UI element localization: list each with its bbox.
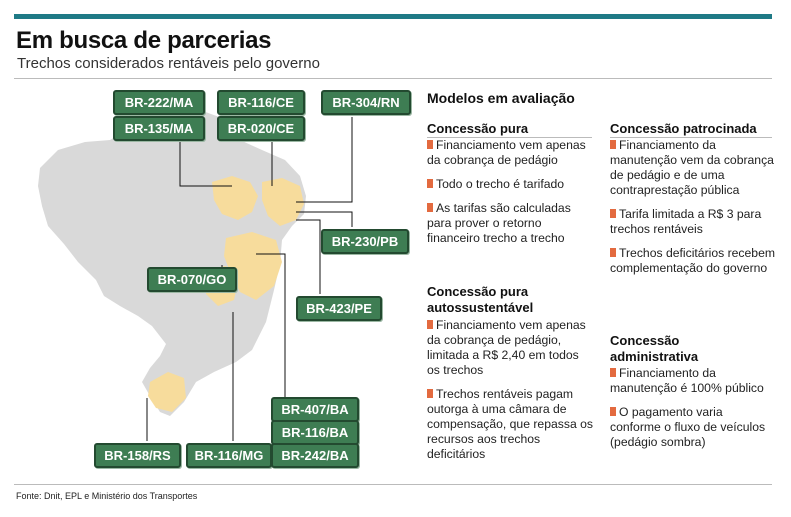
- tag-br-407-ba: BR-407/BA: [271, 397, 359, 422]
- highlight-south: [148, 372, 186, 412]
- bullet-square-icon: [427, 320, 433, 329]
- bullet-square-icon: [610, 209, 616, 218]
- concessao-administrativa-list: Financiamento da manutenção é 100% públi…: [610, 366, 770, 459]
- highlight-north: [212, 176, 258, 220]
- tag-br-070-go: BR-070/GO: [147, 267, 237, 292]
- tag-br-135-ma: BR-135/MA: [113, 116, 205, 141]
- bullet-square-icon: [427, 203, 433, 212]
- bullet-square-icon: [610, 368, 616, 377]
- concessao-pura-title: Concessão pura: [427, 121, 529, 136]
- concessao-patrocinada-divider: [610, 137, 772, 138]
- concessao-patrocinada-title: Concessão patrocinada: [610, 121, 757, 136]
- tag-br-304-rn: BR-304/RN: [321, 90, 411, 115]
- header-divider: [14, 78, 772, 79]
- list-item: O pagamento varia conforme o fluxo de ve…: [610, 405, 766, 449]
- concessao-administrativa-title: Concessão administrativa: [610, 333, 699, 364]
- tag-br-116-ce: BR-116/CE: [217, 90, 305, 115]
- concessao-patrocinada-list: Financiamento da manutenção vem da cobra…: [610, 138, 775, 285]
- concessao-autossustentavel-list: Financiamento vem apenas da cobrança de …: [427, 318, 593, 471]
- list-item: Trechos rentáveis pagam outorga à uma câ…: [427, 387, 593, 461]
- bullet-square-icon: [427, 179, 433, 188]
- highlight-northeast: [262, 178, 304, 226]
- list-item: Trechos deficitários recebem complementa…: [610, 246, 776, 275]
- tag-br-116-mg: BR-116/MG: [186, 443, 272, 468]
- page-title: Em busca de parcerias: [16, 27, 272, 54]
- bullet-square-icon: [610, 248, 616, 257]
- highlight-bahia: [224, 232, 282, 300]
- source-note: Fonte: Dnit, EPL e Ministério dos Transp…: [16, 491, 198, 501]
- list-item: As tarifas são calculadas para prover o …: [427, 201, 571, 245]
- bullet-square-icon: [610, 407, 616, 416]
- tag-br-116-ba: BR-116/BA: [271, 420, 359, 445]
- footer-divider: [14, 484, 772, 485]
- concessao-autossustentavel-title: Concessão pura autossustentável: [427, 284, 534, 315]
- bullet-square-icon: [427, 140, 433, 149]
- models-heading: Modelos em avaliação: [427, 90, 575, 106]
- bullet-square-icon: [610, 140, 616, 149]
- list-item: Tarifa limitada a R$ 3 para trechos rent…: [610, 207, 762, 236]
- tag-br-222-ma: BR-222/MA: [113, 90, 205, 115]
- list-item: Financiamento vem apenas da cobrança de …: [427, 318, 586, 377]
- top-accent-bar: [14, 14, 772, 19]
- tag-br-242-ba: BR-242/BA: [271, 443, 359, 468]
- list-item: Financiamento da manutenção é 100% públi…: [610, 366, 764, 395]
- bullet-square-icon: [427, 389, 433, 398]
- concessao-pura-list: Financiamento vem apenas da cobrança de …: [427, 138, 593, 255]
- tag-br-230-pb: BR-230/PB: [321, 229, 409, 254]
- list-item: Financiamento vem apenas da cobrança de …: [427, 138, 586, 167]
- page-subtitle: Trechos considerados rentáveis pelo gove…: [17, 55, 320, 72]
- tag-br-423-pe: BR-423/PE: [296, 296, 382, 321]
- list-item: Todo o trecho é tarifado: [427, 177, 593, 192]
- tag-br-020-ce: BR-020/CE: [217, 116, 305, 141]
- concessao-pura-divider: [427, 137, 592, 138]
- list-item: Financiamento da manutenção vem da cobra…: [610, 138, 774, 197]
- tag-br-158-rs: BR-158/RS: [94, 443, 181, 468]
- leader-lines: [146, 117, 353, 441]
